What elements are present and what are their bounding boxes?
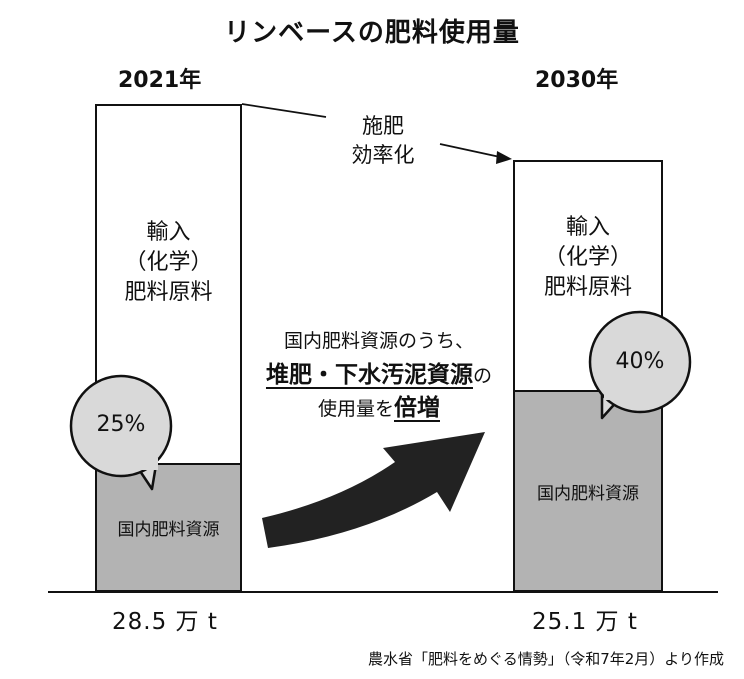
bar-2021-domestic-label: 国内肥料資源: [117, 520, 220, 540]
import-line-3: 肥料原料: [124, 280, 213, 305]
chart-title: リンベースの肥料使用量: [224, 18, 520, 48]
center-line-3-pre: 使用量を: [317, 398, 394, 420]
growth-arrow: [262, 432, 485, 548]
import-line-2: （化学）: [543, 245, 632, 270]
center-line-2: 堆肥・下水汚泥資源の: [245, 360, 513, 391]
bar-2030-import-label: 輸入 （化学） 肥料原料: [513, 213, 663, 303]
year-2021-label: 2021年: [118, 68, 202, 93]
bubble-25: [69, 374, 173, 491]
efficiency-line-1: 施肥: [362, 114, 404, 138]
bubble-25-circle: [69, 374, 173, 478]
center-emph-2: 倍増: [394, 395, 440, 421]
bubble-40-label: 40%: [615, 349, 665, 374]
efficiency-line-left: [241, 103, 327, 118]
bubble-25-join: [132, 458, 158, 470]
bar-2030-domestic-label: 国内肥料資源: [537, 483, 639, 504]
bar-2021-domestic-segment: 国内肥料資源: [95, 463, 242, 592]
bar-2021-import-label: 輸入 （化学） 肥料原料: [95, 218, 242, 308]
efficiency-label: 施肥 効率化: [323, 112, 443, 170]
efficiency-line-right: [439, 143, 501, 158]
bar-2030-domestic-segment: 国内肥料資源: [513, 390, 663, 592]
bubble-40-join: [604, 386, 626, 400]
import-line-1: 輸入: [565, 215, 610, 240]
source-note: 農水省「肥料をめぐる情勢」（令和7年2月）より作成: [368, 650, 724, 668]
amount-2021: 28.5 万 t: [112, 609, 218, 635]
efficiency-line-2: 効率化: [351, 143, 415, 167]
efficiency-arrowhead: [496, 151, 512, 164]
bubble-40: [588, 310, 692, 420]
bubble-25-label: 25%: [96, 412, 146, 437]
center-line-1: 国内肥料資源のうち、: [283, 330, 474, 352]
import-line-2: （化学）: [124, 250, 213, 275]
amount-2030: 25.1 万 t: [532, 609, 638, 635]
center-line-2-tail: の: [472, 365, 492, 387]
center-emph-1: 堆肥・下水汚泥資源: [265, 362, 473, 388]
import-line-1: 輸入: [146, 220, 191, 245]
center-line-3: 使用量を倍増: [245, 393, 513, 424]
import-line-3: 肥料原料: [543, 275, 632, 300]
year-2030-label: 2030年: [535, 68, 619, 93]
center-message: 国内肥料資源のうち、 堆肥・下水汚泥資源の 使用量を倍増: [245, 326, 513, 424]
